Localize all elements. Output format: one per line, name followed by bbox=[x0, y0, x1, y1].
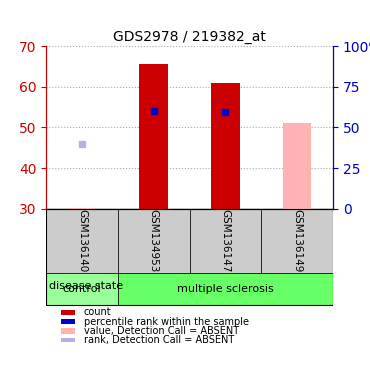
Bar bbox=[61, 338, 75, 343]
FancyBboxPatch shape bbox=[261, 209, 333, 273]
Text: GSM136147: GSM136147 bbox=[221, 209, 231, 272]
Bar bbox=[61, 310, 75, 315]
Text: GSM134953: GSM134953 bbox=[149, 209, 159, 272]
Text: count: count bbox=[84, 308, 111, 318]
FancyBboxPatch shape bbox=[46, 209, 118, 273]
FancyBboxPatch shape bbox=[189, 209, 261, 273]
Text: percentile rank within the sample: percentile rank within the sample bbox=[84, 317, 249, 327]
Text: control: control bbox=[63, 283, 101, 293]
FancyBboxPatch shape bbox=[46, 273, 118, 305]
Text: rank, Detection Call = ABSENT: rank, Detection Call = ABSENT bbox=[84, 336, 234, 346]
Bar bbox=[283, 123, 312, 209]
Bar bbox=[139, 65, 168, 209]
Text: disease state: disease state bbox=[49, 281, 123, 291]
Text: multiple sclerosis: multiple sclerosis bbox=[177, 283, 274, 293]
Text: value, Detection Call = ABSENT: value, Detection Call = ABSENT bbox=[84, 326, 239, 336]
Text: GSM136140: GSM136140 bbox=[77, 209, 87, 272]
Title: GDS2978 / 219382_at: GDS2978 / 219382_at bbox=[113, 30, 266, 44]
Bar bbox=[211, 83, 240, 209]
FancyBboxPatch shape bbox=[118, 273, 333, 305]
Bar bbox=[68, 208, 97, 209]
FancyBboxPatch shape bbox=[118, 209, 189, 273]
Bar bbox=[61, 328, 75, 334]
Bar bbox=[61, 319, 75, 324]
Text: GSM136149: GSM136149 bbox=[292, 209, 302, 272]
